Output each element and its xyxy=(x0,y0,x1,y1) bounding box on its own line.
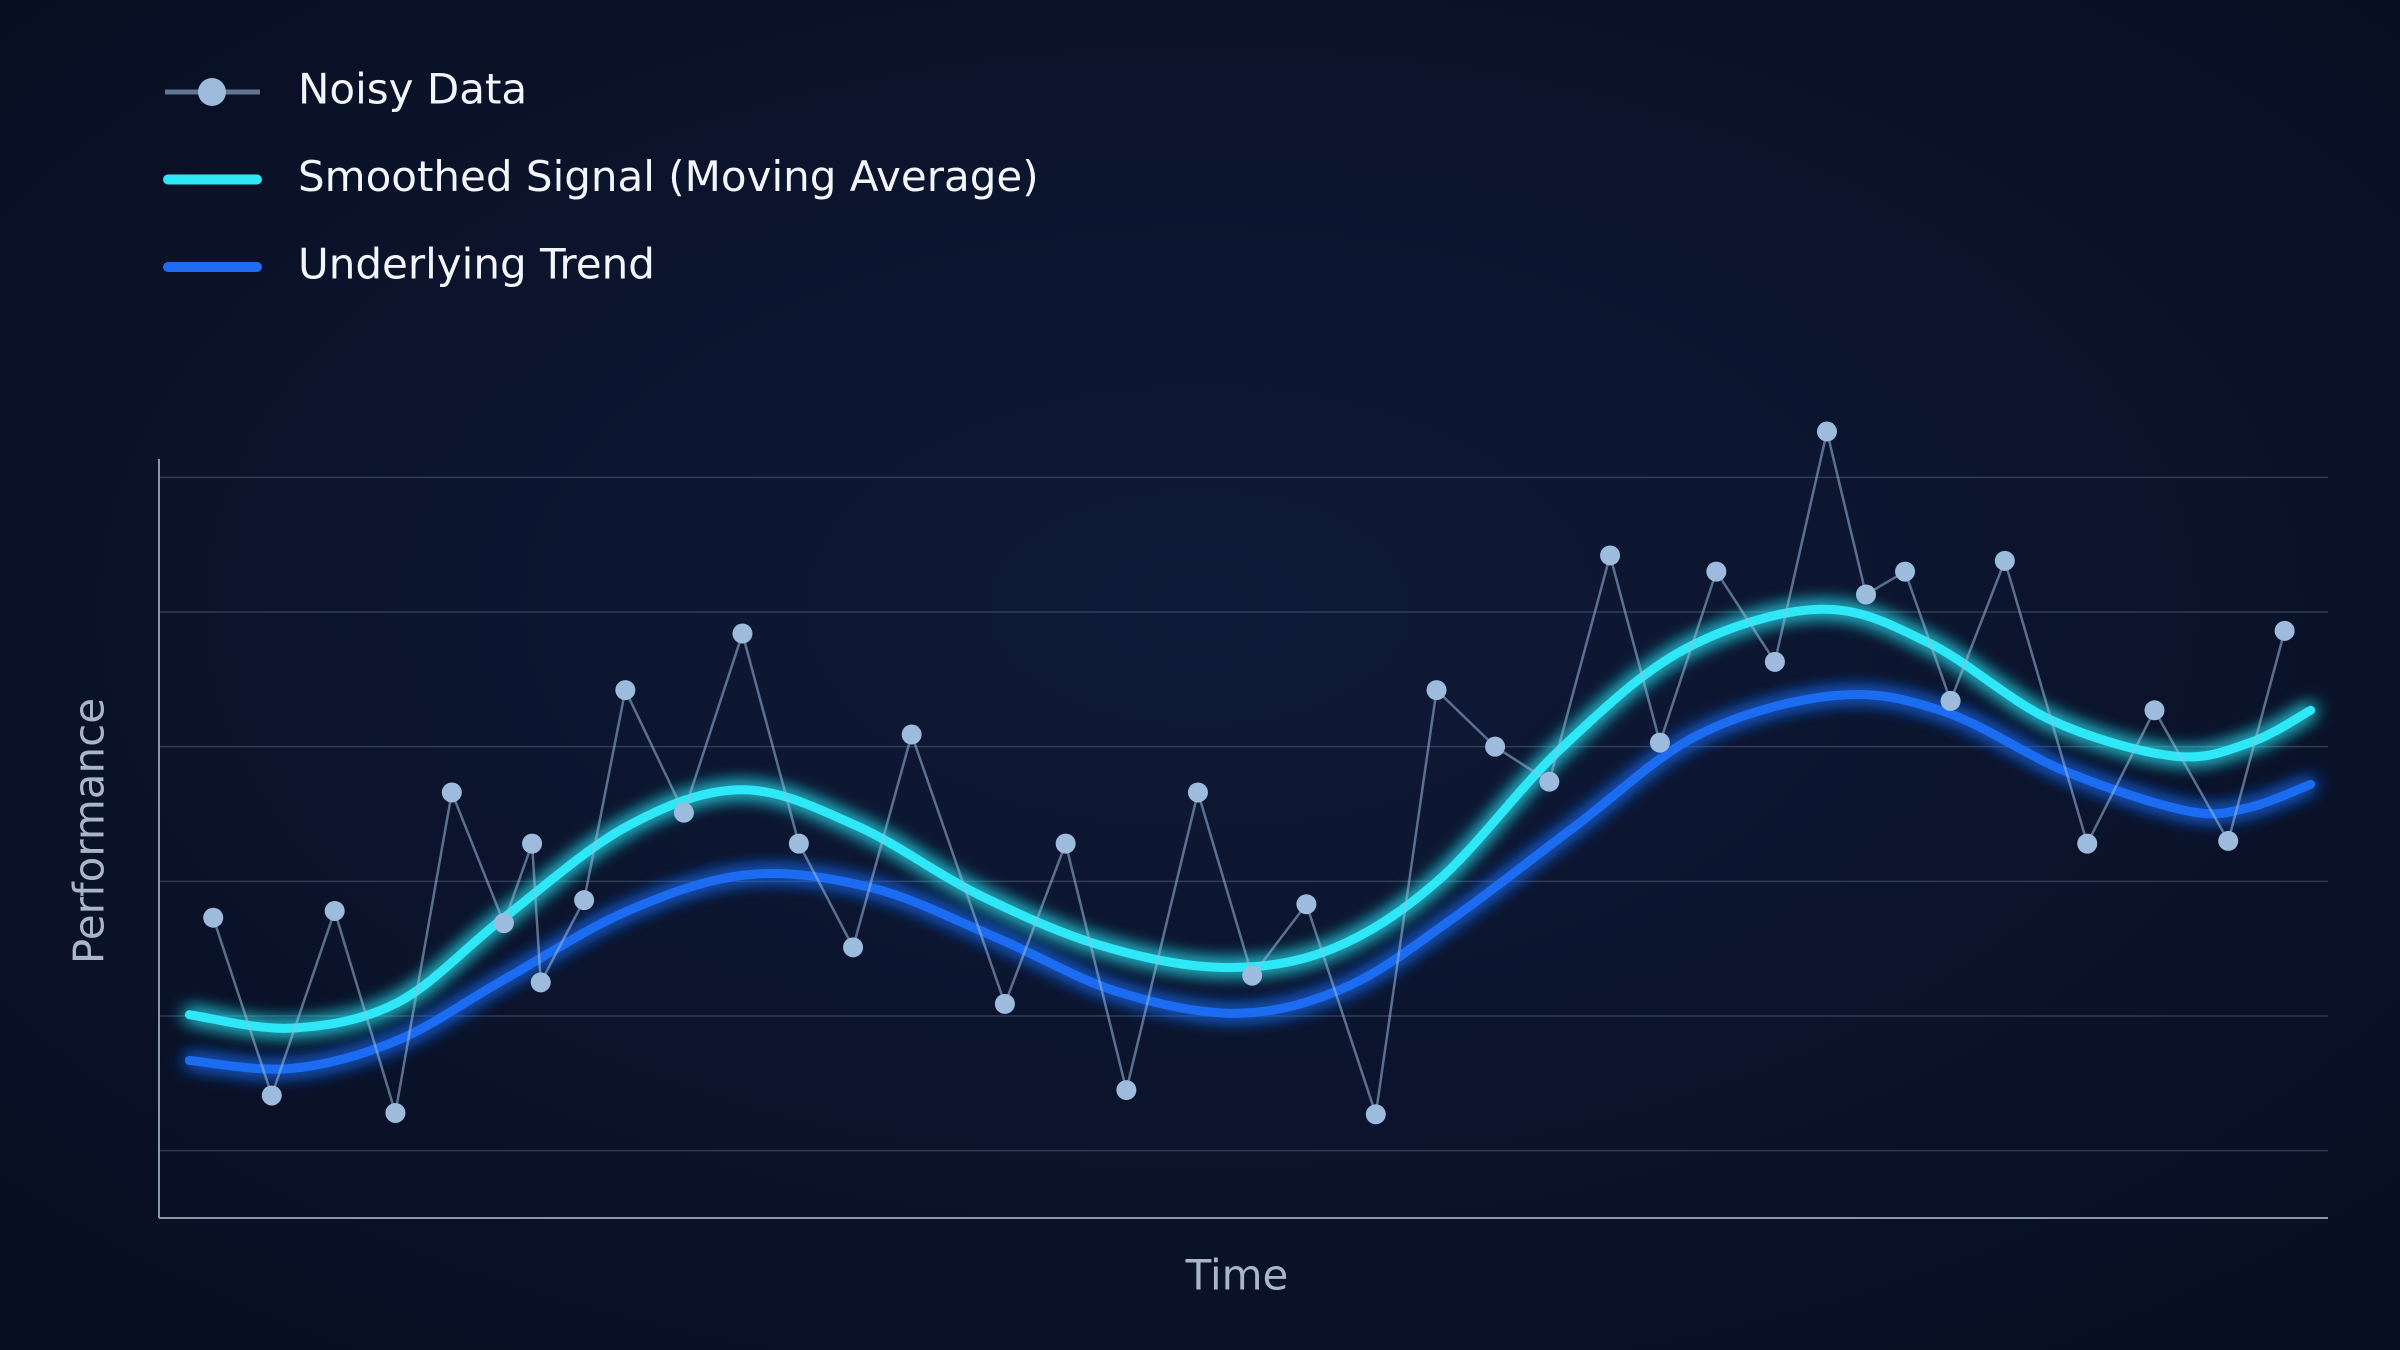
data-point xyxy=(1187,782,1208,803)
data-point xyxy=(1296,894,1317,915)
data-point xyxy=(522,833,543,854)
smooth-line xyxy=(184,604,2316,1033)
data-point xyxy=(1895,561,1916,582)
smooth-line xyxy=(184,689,2316,1074)
legend: Noisy Data Smoothed Signal (Moving Averag… xyxy=(163,65,1039,289)
data-point xyxy=(1600,545,1621,566)
data-point xyxy=(1940,690,1961,711)
data-point xyxy=(1706,561,1727,582)
data-point xyxy=(2144,700,2165,721)
data-point xyxy=(732,623,753,644)
data-point xyxy=(493,913,514,934)
data-point xyxy=(994,993,1015,1014)
data-point xyxy=(2274,620,2295,641)
data-point xyxy=(2218,830,2239,851)
data-point xyxy=(1426,680,1447,701)
data-point xyxy=(901,724,922,745)
plot-area xyxy=(184,421,2316,1125)
data-point xyxy=(324,900,345,921)
data-point xyxy=(203,907,224,928)
data-point xyxy=(1856,584,1877,605)
data-point xyxy=(385,1102,406,1123)
legend-label: Noisy Data xyxy=(298,65,527,114)
data-point xyxy=(788,833,809,854)
data-point xyxy=(673,802,694,823)
data-point xyxy=(1816,421,1837,442)
legend-label: Smoothed Signal (Moving Average) xyxy=(298,152,1039,201)
data-point xyxy=(2077,833,2098,854)
data-point xyxy=(530,972,551,993)
data-point xyxy=(1055,833,1076,854)
data-point xyxy=(1365,1104,1386,1125)
data-point xyxy=(1242,965,1263,986)
data-point xyxy=(615,680,636,701)
data-point xyxy=(1764,651,1785,672)
data-point xyxy=(843,937,864,958)
legend-label: Underlying Trend xyxy=(298,240,655,289)
data-point xyxy=(1994,550,2015,571)
data-point xyxy=(261,1085,282,1106)
y-axis-label: Performance xyxy=(65,698,114,964)
data-point xyxy=(1485,736,1506,757)
data-point xyxy=(574,890,595,911)
grid xyxy=(159,476,2328,1152)
data-point xyxy=(441,782,462,803)
x-axis-label: Time xyxy=(1185,1251,1289,1300)
data-point xyxy=(1649,732,1670,753)
data-point xyxy=(1116,1080,1137,1101)
data-point xyxy=(1539,771,1560,792)
legend-marker xyxy=(198,78,226,106)
